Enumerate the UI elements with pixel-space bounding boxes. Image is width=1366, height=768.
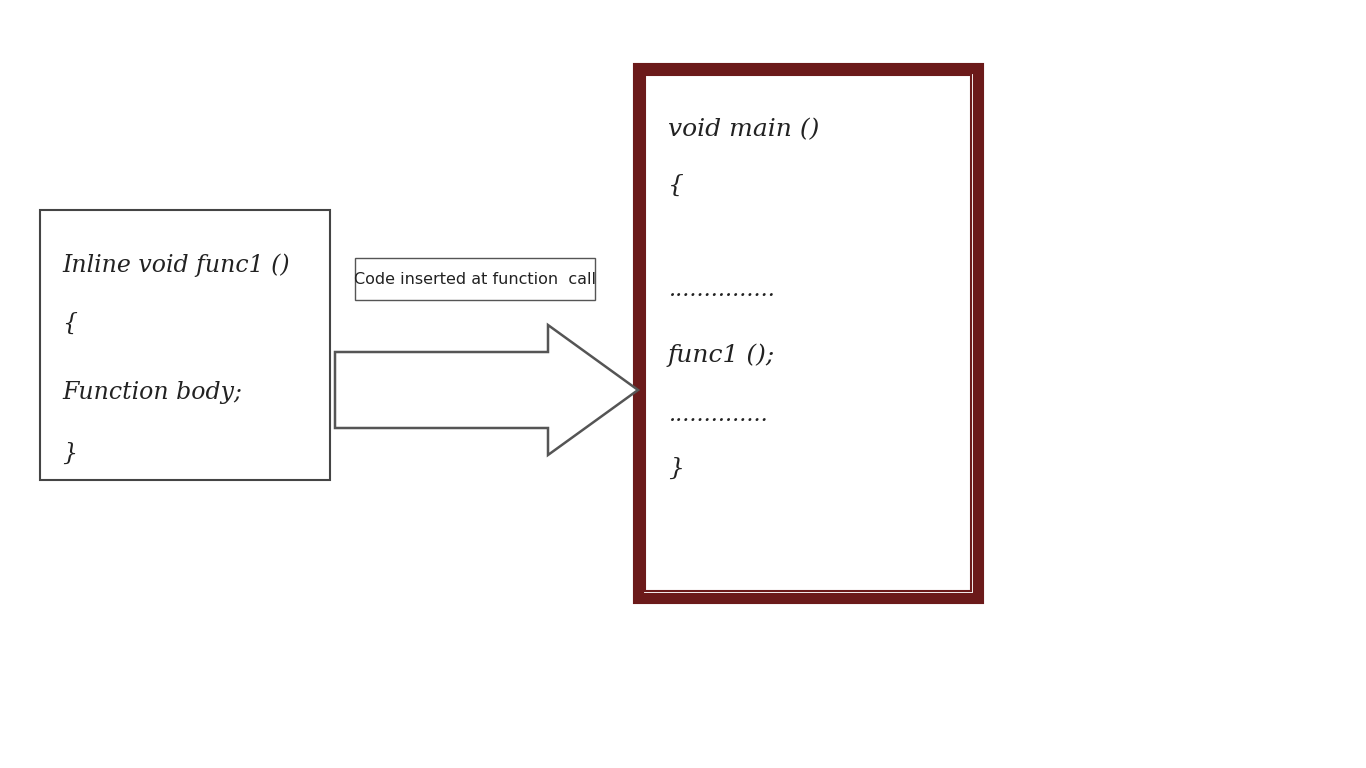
Bar xyxy=(40,210,331,480)
Text: ...............: ............... xyxy=(668,279,775,301)
Text: ..............: .............. xyxy=(668,404,768,426)
Polygon shape xyxy=(335,325,638,455)
Text: func1 ();: func1 (); xyxy=(668,343,776,367)
Bar xyxy=(638,68,978,598)
Text: Code inserted at function  call: Code inserted at function call xyxy=(354,272,596,286)
Text: }: } xyxy=(61,442,76,465)
Bar xyxy=(355,258,596,300)
Text: {: { xyxy=(668,174,684,197)
Text: }: } xyxy=(668,456,684,479)
Bar xyxy=(645,75,971,591)
Text: void main (): void main () xyxy=(668,118,820,141)
Text: {: { xyxy=(61,312,76,335)
Text: Function body;: Function body; xyxy=(61,382,242,405)
Text: Inline void func1 (): Inline void func1 () xyxy=(61,253,290,276)
